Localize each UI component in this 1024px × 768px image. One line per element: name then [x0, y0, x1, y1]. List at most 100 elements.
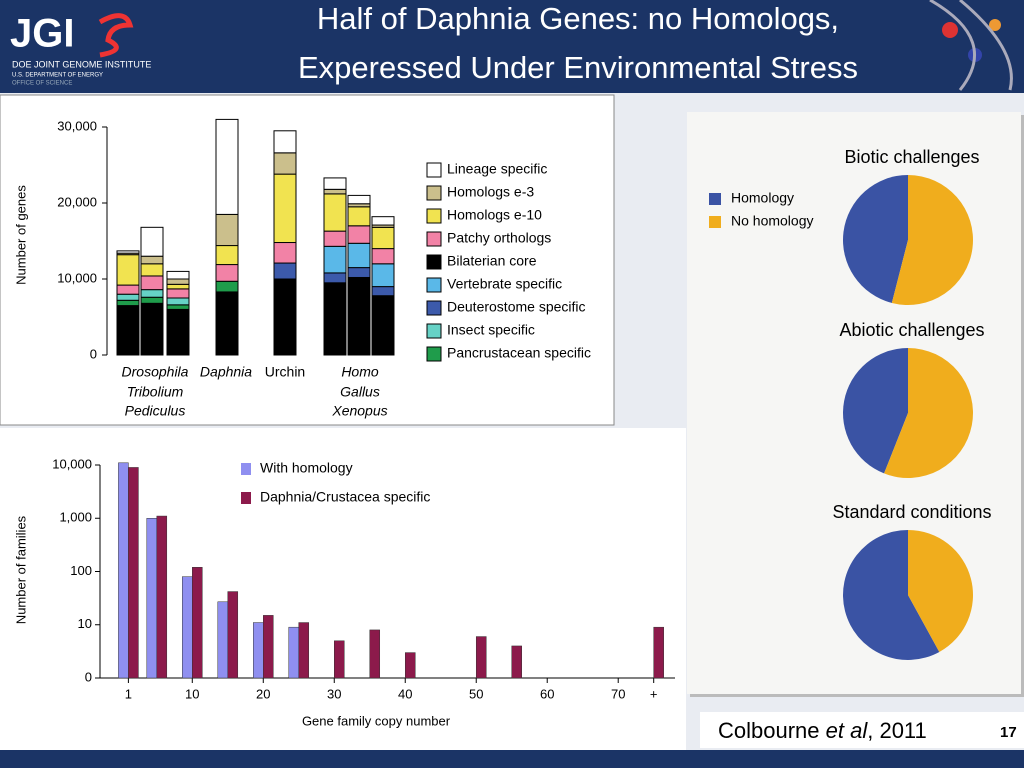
- bar-segment: [215, 280, 239, 293]
- bar-segment: [347, 194, 371, 205]
- bar: [146, 518, 158, 679]
- bar-segment: [371, 295, 395, 356]
- bar-segment: [323, 188, 347, 195]
- bar-segment: [116, 250, 140, 254]
- x-tick-label: 60: [540, 686, 554, 701]
- pie-title: Standard conditions: [832, 502, 991, 522]
- logo-line: DOE JOINT GENOME INSTITUTE: [12, 59, 151, 69]
- bar: [404, 652, 416, 679]
- pie-slice: [891, 175, 973, 305]
- pie-title: Biotic challenges: [844, 147, 979, 167]
- logo-swoosh: [98, 13, 134, 58]
- legend-label: Homology: [731, 190, 794, 206]
- y-tick-label: 0: [90, 346, 97, 361]
- legend-swatch: [241, 492, 251, 504]
- x-tick-label: 40: [398, 686, 412, 701]
- bar-segment: [215, 245, 239, 266]
- bar-segment: [116, 293, 140, 301]
- bar: [369, 629, 381, 679]
- x-tick-label: Pediculus: [125, 403, 186, 419]
- legend-label: With homology: [260, 460, 353, 476]
- legend-swatch: [426, 231, 442, 247]
- bar-segment: [371, 226, 395, 250]
- x-tick-label: Urchin: [265, 364, 305, 380]
- bar: [253, 622, 264, 679]
- legend-label: No homology: [731, 213, 814, 229]
- y-axis-label: Number of families: [13, 515, 28, 624]
- bar: [511, 645, 522, 679]
- bar: [217, 601, 229, 679]
- page-number: 17: [1000, 724, 1017, 741]
- legend-label: Daphnia/Crustacea specific: [260, 489, 430, 505]
- bar-segment: [140, 226, 164, 257]
- x-tick-label: Gallus: [340, 384, 380, 400]
- y-tick-label: 10,000: [57, 270, 97, 285]
- bar-segment: [323, 230, 347, 247]
- bar: [118, 462, 129, 679]
- legend-swatch: [709, 193, 721, 205]
- legend-swatch: [426, 323, 442, 339]
- legend-label: Insect specific: [447, 322, 535, 338]
- dna-atom: [942, 22, 958, 38]
- slide-title: Half of Daphnia Genes: no Homologs,: [317, 1, 839, 36]
- citation-box: [700, 712, 1024, 748]
- bar-segment: [116, 254, 140, 286]
- bar-segment: [371, 263, 395, 288]
- bar-segment: [215, 264, 239, 282]
- legend-swatch: [426, 300, 442, 316]
- bar-segment: [273, 130, 297, 154]
- pie-slice: [843, 530, 940, 660]
- logo: JGI: [10, 12, 74, 56]
- slide-title: Experessed Under Environmental Stress: [298, 50, 858, 85]
- bar-segment: [166, 288, 190, 299]
- legend-swatch: [426, 162, 442, 178]
- x-tick-label: Homo: [341, 364, 379, 380]
- bar-segment: [215, 213, 239, 247]
- bar-segment: [215, 291, 239, 356]
- citation-etal: et al: [826, 718, 869, 743]
- bar-segment: [140, 302, 164, 356]
- bar-segment: [323, 282, 347, 356]
- bar-segment: [116, 305, 140, 356]
- y-tick-label: 30,000: [57, 118, 97, 133]
- bar: [288, 626, 300, 679]
- bar: [128, 467, 139, 679]
- bar-segment: [371, 216, 395, 226]
- bar-segment: [347, 267, 371, 278]
- bar-segment: [323, 193, 347, 232]
- x-tick-label: Xenopus: [331, 403, 387, 419]
- pie-slice: [842, 175, 908, 303]
- dna-strand: [929, 0, 1013, 91]
- pie-slice: [884, 348, 973, 478]
- bar-segment: [215, 118, 239, 215]
- bar-segment: [273, 278, 297, 356]
- legend-label: Deuterostome specific: [447, 299, 586, 315]
- bar: [192, 567, 203, 679]
- bar-segment: [140, 255, 164, 265]
- bar-segment: [140, 263, 164, 277]
- bar-segment: [273, 262, 297, 280]
- footer-band: [0, 750, 1024, 768]
- legend-swatch: [426, 254, 442, 270]
- legend-swatch: [426, 185, 442, 201]
- bar-segment: [371, 286, 395, 297]
- pie-slice: [908, 530, 974, 652]
- bar-segment: [140, 296, 164, 304]
- bar-segment: [273, 152, 297, 175]
- pie-title: Abiotic challenges: [839, 320, 984, 340]
- bar-segment: [116, 299, 140, 307]
- y-tick-label: 10,000: [52, 456, 92, 471]
- legend-swatch: [709, 216, 721, 228]
- legend-swatch: [426, 208, 442, 224]
- y-tick-label: 10: [78, 616, 92, 631]
- bar-segment: [371, 248, 395, 265]
- bar-segment: [166, 304, 190, 310]
- bar-segment: [140, 289, 164, 298]
- logo-line: OFFICE OF SCIENCE: [12, 81, 72, 87]
- citation-year: , 2011: [867, 718, 927, 743]
- legend-label: Bilaterian core: [447, 253, 537, 269]
- bar: [263, 615, 274, 679]
- x-tick-label: 50: [469, 686, 483, 701]
